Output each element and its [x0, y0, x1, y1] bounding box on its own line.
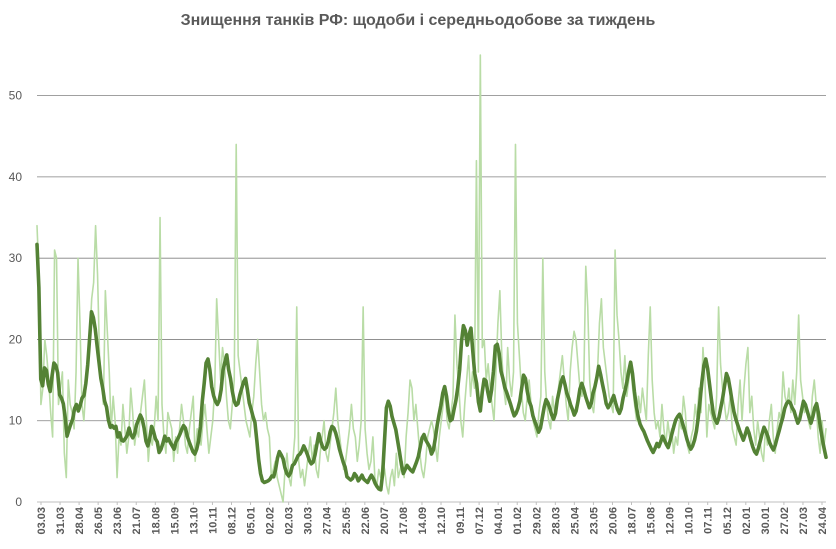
x-tick-label: 15.08 — [646, 507, 658, 535]
x-tick-label: 25.04 — [569, 506, 581, 534]
x-tick-label: 07.11 — [703, 507, 715, 534]
x-tick-label: 14.09 — [417, 507, 429, 535]
chart-title: Знищення танків РФ: щодоби і середньодоб… — [180, 12, 656, 29]
x-tick-label: 05.01 — [246, 507, 258, 535]
x-tick-label: 21.07 — [131, 507, 143, 535]
x-tick-label: 20.07 — [379, 507, 391, 535]
series-line-daily — [36, 54, 827, 503]
x-tick-label: 09.11 — [455, 507, 467, 534]
x-tick-label: 02.03 — [284, 507, 296, 535]
x-tick-label: 27.03 — [798, 507, 810, 535]
y-tick-label: 50 — [9, 89, 23, 103]
grid-layer — [37, 95, 826, 505]
x-tick-label: 27.04 — [322, 506, 334, 534]
x-tick-label: 30.03 — [303, 507, 315, 535]
x-tick-label: 23.06 — [112, 507, 124, 535]
x-tick-label: 20.06 — [607, 507, 619, 535]
x-tick-label: 08.12 — [226, 507, 238, 535]
series-layer — [35, 54, 828, 503]
x-tick-label: 28.04 — [74, 506, 86, 534]
x-tick-label: 15.09 — [169, 507, 181, 535]
x-tick-label: 18.07 — [627, 507, 639, 535]
x-tick-label: 01.02 — [512, 507, 524, 535]
y-axis-ticks: 0 10 20 30 40 50 — [9, 89, 23, 509]
x-tick-label: 24.04 — [817, 506, 829, 534]
y-tick-label: 0 — [15, 495, 22, 509]
x-tick-label: 04.01 — [493, 507, 505, 535]
x-tick-label: 10.10 — [684, 507, 696, 535]
series-line-weekly — [35, 242, 828, 492]
x-tick-label: 03.03 — [36, 507, 48, 535]
x-tick-label: 02.02 — [265, 507, 277, 535]
x-tick-label: 22.06 — [360, 507, 372, 535]
y-tick-label: 20 — [9, 332, 23, 346]
x-tick-label: 27.02 — [779, 507, 791, 535]
x-tick-label: 25.05 — [341, 507, 353, 535]
x-tick-label: 10.11 — [207, 507, 219, 534]
y-tick-label: 30 — [9, 251, 23, 265]
x-tick-label: 28.03 — [550, 507, 562, 535]
x-tick-label: 17.08 — [398, 507, 410, 535]
y-tick-label: 10 — [9, 414, 23, 428]
x-tick-label: 23.05 — [588, 507, 600, 535]
x-tick-label: 07.12 — [474, 507, 486, 535]
x-tick-label: 02.01 — [741, 507, 753, 535]
x-tick-label: 12.09 — [665, 507, 677, 535]
y-tick-label: 40 — [9, 170, 23, 184]
x-tick-label: 31.03 — [55, 507, 67, 535]
x-axis-ticks: 03.03 31.03 28.04 26.05 23.06 21.07 18.08 15.09… — [36, 506, 829, 534]
x-tick-label: 12.10 — [436, 507, 448, 535]
x-tick-label: 13.10 — [188, 507, 200, 535]
x-tick-label: 29.02 — [531, 507, 543, 535]
x-tick-label: 18.08 — [150, 507, 162, 535]
x-tick-label: 30.01 — [760, 507, 772, 535]
x-tick-label: 26.05 — [93, 507, 105, 535]
x-tick-label: 05.12 — [722, 507, 734, 535]
